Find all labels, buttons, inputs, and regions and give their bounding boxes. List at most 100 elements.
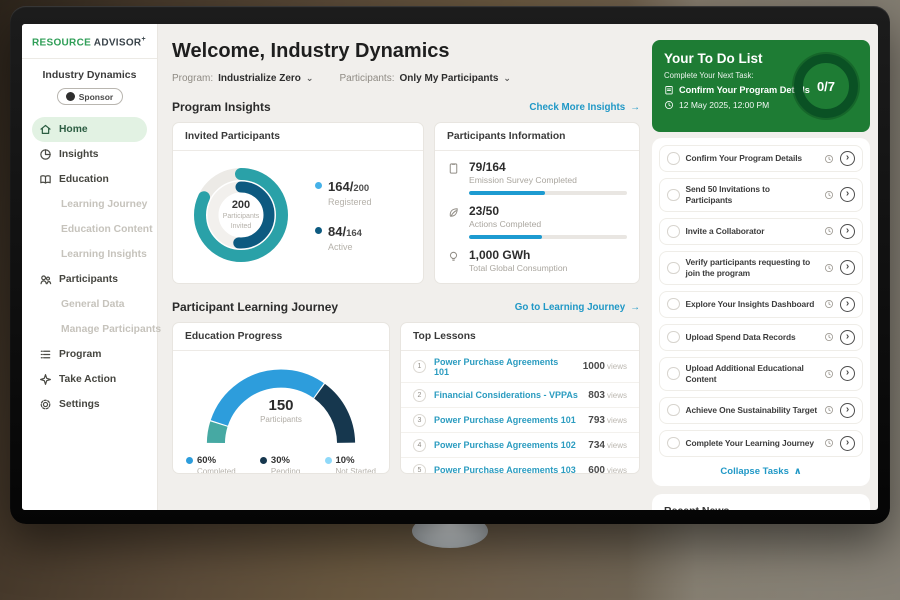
task-row[interactable]: Achieve One Sustainability Target › xyxy=(659,397,863,424)
chevron-right-button[interactable]: › xyxy=(840,297,855,312)
participants-icon xyxy=(39,273,52,286)
lesson-link[interactable]: Power Purchase Agreements 102 xyxy=(434,440,580,450)
task-checkbox[interactable] xyxy=(667,404,680,417)
section-title: Participant Learning Journey xyxy=(172,300,338,314)
task-checkbox[interactable] xyxy=(667,298,680,311)
chevron-right-button[interactable]: › xyxy=(840,224,855,239)
sidebar-item-manage-participants[interactable]: Manage Participants xyxy=(32,317,147,342)
lesson-views-label: views xyxy=(607,466,627,475)
legend-item-completed: 60% Completed xyxy=(186,455,236,474)
sidebar-item-learning-insights[interactable]: Learning Insights xyxy=(32,242,147,267)
legend-label: Registered xyxy=(328,197,372,207)
program-icon xyxy=(39,348,52,361)
go-to-learning-journey-link[interactable]: Go to Learning Journey → xyxy=(515,302,640,313)
lesson-link[interactable]: Power Purchase Agreements 101 xyxy=(434,415,580,425)
card-title: Top Lessons xyxy=(401,323,639,351)
sidebar-item-label: Participants xyxy=(59,274,118,285)
gauge-legend: 60% Completed 30% Pending xyxy=(173,449,389,474)
legend-value: 10% xyxy=(336,455,355,466)
lesson-link[interactable]: Power Purchase Agreements 103 xyxy=(434,465,580,474)
task-row[interactable]: Confirm Your Program Details › xyxy=(659,145,863,172)
task-checkbox[interactable] xyxy=(667,367,680,380)
sidebar-item-label: Education xyxy=(59,174,109,185)
todo-counter: 0/7 xyxy=(817,79,835,94)
sidebar-item-insights[interactable]: Insights xyxy=(32,142,147,167)
collapse-tasks-link[interactable]: Collapse Tasks ∧ xyxy=(659,463,863,485)
stat-emission-survey: 79/164 Emission Survey Completed xyxy=(447,160,627,195)
lesson-link[interactable]: Financial Considerations - VPPAs xyxy=(434,390,580,400)
chevron-right-icon: › xyxy=(846,262,849,272)
task-checkbox[interactable] xyxy=(667,225,680,238)
link-label: Go to Learning Journey xyxy=(515,302,626,313)
gauge-center-value: 150 xyxy=(188,397,374,414)
participants-filter[interactable]: Participants: Only My Participants ⌄ xyxy=(339,73,511,84)
participants-filter-label: Participants: xyxy=(339,73,394,84)
clock-icon xyxy=(824,226,834,236)
task-checkbox[interactable] xyxy=(667,262,680,275)
lesson-row: 2 Financial Considerations - VPPAs 803vi… xyxy=(401,383,639,408)
lesson-row: 3 Power Purchase Agreements 101 793views xyxy=(401,408,639,433)
sponsor-icon xyxy=(66,92,75,101)
task-label: Invite a Collaborator xyxy=(686,226,819,237)
todo-column: Your To Do List Complete Your Next Task:… xyxy=(652,40,870,510)
chevron-right-button[interactable]: › xyxy=(840,187,855,202)
clock-icon xyxy=(664,100,674,110)
task-checkbox[interactable] xyxy=(667,152,680,165)
task-row[interactable]: Complete Your Learning Journey › xyxy=(659,430,863,457)
education-progress-card: Education Progress 150 Participants xyxy=(172,322,390,474)
recent-news-card: Recent News xyxy=(652,494,870,510)
sidebar-item-label: Insights xyxy=(59,149,98,160)
task-checkbox[interactable] xyxy=(667,331,680,344)
clock-icon xyxy=(824,190,834,200)
task-label: Upload Additional Educational Content xyxy=(686,363,819,385)
divider xyxy=(22,58,157,59)
sidebar-item-label: Education Content xyxy=(61,224,153,235)
todo-panel: Your To Do List Complete Your Next Task:… xyxy=(652,40,870,132)
sidebar-item-education[interactable]: Education xyxy=(32,167,147,192)
chevron-right-button[interactable]: › xyxy=(840,330,855,345)
sidebar-item-label: Learning Journey xyxy=(61,199,147,210)
sidebar-item-take-action[interactable]: Take Action xyxy=(32,367,147,392)
sidebar-item-general-data[interactable]: General Data xyxy=(32,292,147,317)
program-filter[interactable]: Program: Industrialize Zero ⌄ xyxy=(172,73,313,84)
participants-information-card: Participants Information 79/164 Emission… xyxy=(434,122,640,284)
clock-icon xyxy=(824,263,834,273)
legend-item-not-started: 10% Not Started xyxy=(325,455,376,474)
lesson-views-label: views xyxy=(607,416,627,425)
organization-name: Industry Dynamics xyxy=(32,69,147,81)
clock-icon xyxy=(824,369,834,379)
task-row[interactable]: Upload Spend Data Records › xyxy=(659,324,863,351)
task-checkbox[interactable] xyxy=(667,189,680,202)
gear-icon xyxy=(39,398,52,411)
logo-plus: + xyxy=(141,36,145,43)
legend-item-active: 84/164 Active xyxy=(315,223,372,252)
chevron-right-icon: › xyxy=(846,332,849,342)
chevron-right-icon: › xyxy=(846,299,849,309)
sidebar-item-education-content[interactable]: Education Content xyxy=(32,217,147,242)
task-row[interactable]: Verify participants requesting to join t… xyxy=(659,251,863,285)
chevron-right-button[interactable]: › xyxy=(840,151,855,166)
lesson-link[interactable]: Power Purchase Agreements 101 xyxy=(434,357,575,377)
sidebar-item-program[interactable]: Program xyxy=(32,342,147,367)
sidebar-item-settings[interactable]: Settings xyxy=(32,392,147,417)
task-checkbox[interactable] xyxy=(667,437,680,450)
survey-icon xyxy=(447,160,461,195)
chevron-right-button[interactable]: › xyxy=(840,436,855,451)
sidebar-item-home[interactable]: Home xyxy=(32,117,147,142)
chevron-right-button[interactable]: › xyxy=(840,403,855,418)
task-row[interactable]: Explore Your Insights Dashboard › xyxy=(659,291,863,318)
chevron-right-button[interactable]: › xyxy=(840,260,855,275)
task-row[interactable]: Invite a Collaborator › xyxy=(659,218,863,245)
task-row[interactable]: Upload Additional Educational Content › xyxy=(659,357,863,391)
sidebar-item-participants[interactable]: Participants xyxy=(32,267,147,292)
legend-label: Not Started xyxy=(336,467,376,474)
sidebar-item-learning-journey[interactable]: Learning Journey xyxy=(32,192,147,217)
check-more-insights-link[interactable]: Check More Insights → xyxy=(529,102,640,113)
link-label: Check More Insights xyxy=(529,102,625,113)
task-row[interactable]: Send 50 Invitations to Participants › xyxy=(659,178,863,212)
lesson-views-label: views xyxy=(607,441,627,450)
chevron-right-button[interactable]: › xyxy=(840,366,855,381)
sidebar-item-label: Program xyxy=(59,349,101,360)
education-icon xyxy=(39,173,52,186)
sidebar-item-label: Settings xyxy=(59,399,100,410)
